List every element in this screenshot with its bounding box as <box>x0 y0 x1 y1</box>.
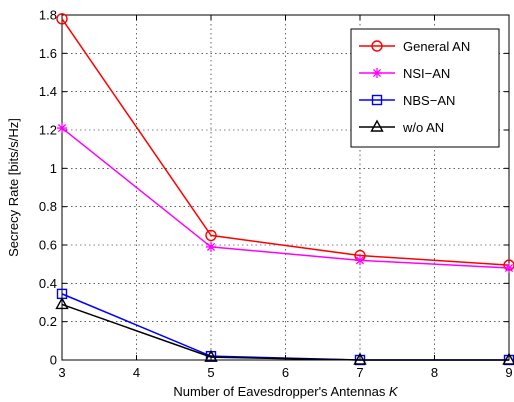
x-tick-label: 4 <box>133 365 140 380</box>
data-point <box>502 352 514 365</box>
y-tick-label: 0.6 <box>39 238 57 253</box>
data-point <box>56 13 68 25</box>
data-point <box>355 255 365 266</box>
series-group <box>55 13 514 366</box>
legend-label: General AN <box>403 39 470 54</box>
x-tick-label: 8 <box>431 365 438 380</box>
x-axis-label: Number of Eavesdropper's Antennas K <box>173 384 399 399</box>
legend: General AN NSI−AN NBS−AN w/o AN <box>350 28 500 148</box>
data-point <box>504 263 514 273</box>
y-tick-label: 1 <box>50 161 57 176</box>
legend-entry: NBS−AN <box>359 93 455 108</box>
legend-marker <box>371 40 383 52</box>
x-axis-label-text: Number of Eavesdropper's Antennas <box>173 384 389 399</box>
series-line <box>61 303 509 361</box>
y-tick-label: 0 <box>50 353 57 368</box>
x-tick-label: 5 <box>207 365 214 380</box>
series-line <box>61 127 510 269</box>
x-axis-label-variable: K <box>389 384 399 399</box>
x-tick-label: 9 <box>505 365 512 380</box>
y-tick-label: 0.2 <box>39 314 57 329</box>
data-point <box>55 296 69 310</box>
legend-marker <box>371 94 383 106</box>
legend-entry: General AN <box>359 39 470 54</box>
legend-marker <box>372 68 382 78</box>
legend-marker <box>370 119 384 132</box>
data-point <box>57 123 67 134</box>
series-line <box>61 18 510 266</box>
x-tick-label: 6 <box>282 365 289 380</box>
y-tick-label: 1.4 <box>39 84 57 99</box>
x-tick-label: 7 <box>356 365 363 380</box>
series-4 <box>55 296 514 365</box>
y-tick-label: 0.4 <box>39 276 57 291</box>
legend-entry: NSI−AN <box>359 66 450 81</box>
data-point <box>205 229 217 242</box>
axis-ticks: 3 4 5 6 7 8 9 0 0.2 0.4 0.6 0.8 1 1.2 1.4 1.6 1.8 <box>39 8 513 381</box>
y-tick-label: 1.8 <box>39 8 57 23</box>
legend-label: NBS−AN <box>403 93 455 108</box>
legend-label: w/o AN <box>402 120 444 135</box>
data-point <box>204 349 218 362</box>
series-2 <box>57 123 514 273</box>
legend-label: NSI−AN <box>403 66 450 81</box>
y-axis-label: Secrecy Rate [bits/s/Hz] <box>6 118 21 257</box>
y-tick-label: 1.2 <box>39 123 57 138</box>
y-tick-label: 0.8 <box>39 199 57 214</box>
x-tick-label: 3 <box>58 365 65 380</box>
data-point <box>353 352 367 365</box>
legend-entry: w/o AN <box>359 119 444 135</box>
y-tick-label: 1.6 <box>39 46 57 61</box>
data-point <box>206 241 216 252</box>
